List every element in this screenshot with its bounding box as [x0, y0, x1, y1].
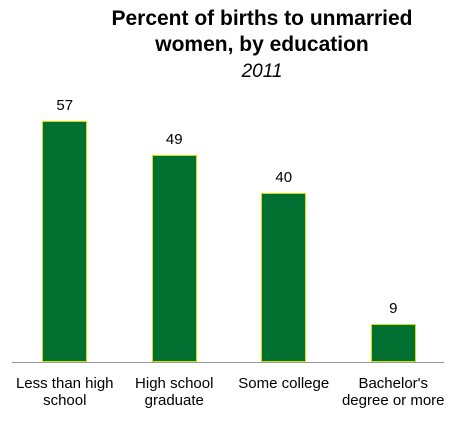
x-tick-label: High school graduate: [135, 375, 214, 409]
data-label: 57: [56, 97, 74, 115]
x-axis-line: [12, 362, 444, 363]
x-tick-label: Less than high school: [15, 375, 114, 409]
data-label: 9: [389, 300, 398, 318]
chart-title: Percent of births to unmarried women, by…: [111, 7, 413, 56]
bar: [370, 324, 416, 362]
bar: [261, 193, 307, 362]
data-label: 49: [165, 131, 183, 149]
bar: [42, 121, 88, 362]
chart-subtitle: 2011: [241, 61, 283, 82]
x-tick-label: Some college: [238, 375, 330, 392]
data-label: 40: [275, 169, 293, 187]
bar: [151, 155, 197, 362]
x-tick-label: Bachelor's degree or more: [341, 375, 445, 409]
